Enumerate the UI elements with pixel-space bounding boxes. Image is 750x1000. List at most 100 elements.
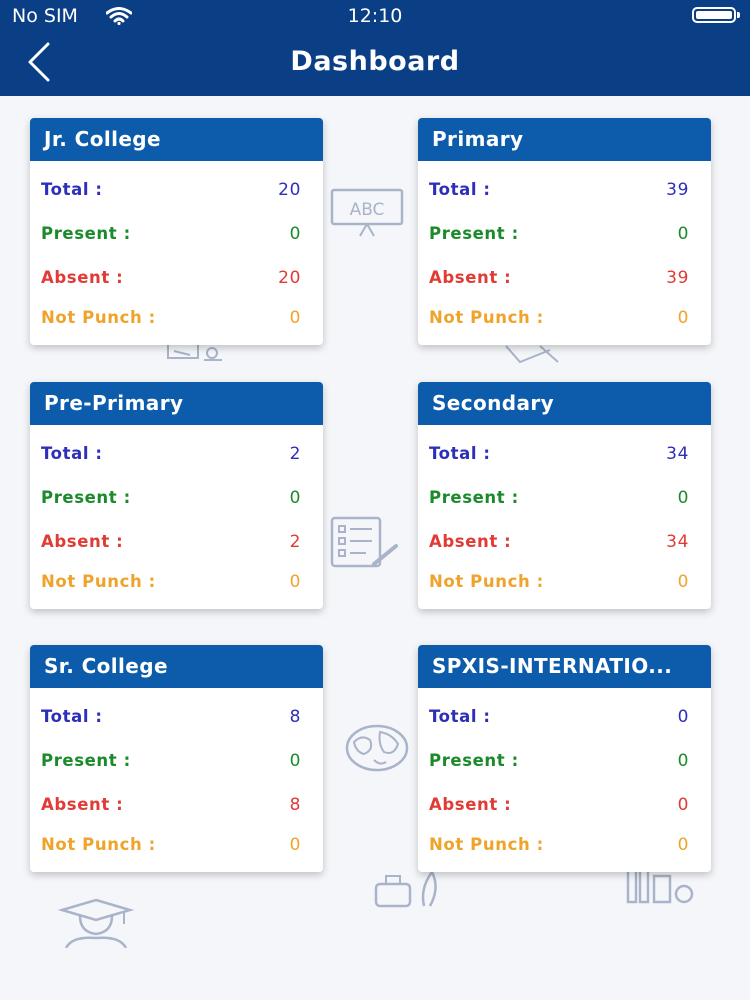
card-title: Pre-Primary — [30, 382, 323, 425]
card-title: Primary — [418, 118, 711, 161]
present-value: 0 — [677, 488, 689, 508]
not-punch-label: Not Punch : — [41, 835, 156, 854]
card-secondary[interactable]: Secondary Total : 34 Present : 0 Absent … — [418, 382, 711, 609]
not-punch-value: 0 — [677, 835, 689, 855]
present-label: Present : — [41, 488, 131, 507]
absent-label: Absent : — [429, 532, 512, 551]
total-label: Total : — [429, 707, 491, 726]
abc-board-icon: ABC — [330, 188, 404, 237]
present-row: Present : 0 — [41, 224, 301, 248]
present-label: Present : — [429, 224, 519, 243]
total-value: 39 — [666, 180, 689, 200]
total-row: Total : 20 — [41, 180, 301, 204]
card-title: Sr. College — [30, 645, 323, 688]
absent-row: Absent : 20 — [41, 268, 301, 292]
present-row: Present : 0 — [429, 751, 689, 775]
present-label: Present : — [429, 751, 519, 770]
absent-value: 2 — [289, 532, 301, 552]
total-value: 8 — [289, 707, 301, 727]
absent-row: Absent : 39 — [429, 268, 689, 292]
not-punch-row: Not Punch : 0 — [429, 572, 689, 596]
not-punch-label: Not Punch : — [429, 835, 544, 854]
ink-quill-icon — [374, 870, 437, 908]
desk-icon — [167, 344, 222, 361]
globe-icon — [345, 724, 409, 772]
present-label: Present : — [429, 488, 519, 507]
not-punch-value: 0 — [289, 835, 301, 855]
total-row: Total : 2 — [41, 444, 301, 468]
total-label: Total : — [429, 180, 491, 199]
total-row: Total : 39 — [429, 180, 689, 204]
present-label: Present : — [41, 751, 131, 770]
total-row: Total : 34 — [429, 444, 689, 468]
absent-row: Absent : 2 — [41, 532, 301, 556]
not-punch-row: Not Punch : 0 — [41, 572, 301, 596]
total-label: Total : — [41, 444, 103, 463]
card-title: Jr. College — [30, 118, 323, 161]
card-primary[interactable]: Primary Total : 39 Present : 0 Absent : … — [418, 118, 711, 345]
not-punch-value: 0 — [289, 308, 301, 328]
present-value: 0 — [289, 224, 301, 244]
total-value: 2 — [289, 444, 301, 464]
absent-value: 39 — [666, 268, 689, 288]
card-pre-primary[interactable]: Pre-Primary Total : 2 Present : 0 Absent… — [30, 382, 323, 609]
absent-row: Absent : 0 — [429, 795, 689, 819]
total-value: 0 — [677, 707, 689, 727]
total-row: Total : 0 — [429, 707, 689, 731]
pencil-icon — [505, 345, 559, 364]
not-punch-label: Not Punch : — [41, 572, 156, 591]
wifi-icon — [106, 7, 132, 25]
checklist-icon — [330, 516, 398, 568]
total-label: Total : — [429, 444, 491, 463]
absent-label: Absent : — [429, 268, 512, 287]
not-punch-row: Not Punch : 0 — [429, 835, 689, 859]
carrier-label: No SIM — [12, 5, 78, 27]
total-label: Total : — [41, 707, 103, 726]
not-punch-value: 0 — [289, 572, 301, 592]
present-value: 0 — [289, 751, 301, 771]
present-value: 0 — [677, 751, 689, 771]
absent-label: Absent : — [41, 532, 124, 551]
not-punch-label: Not Punch : — [41, 308, 156, 327]
card-title: Secondary — [418, 382, 711, 425]
status-time: 12:10 — [347, 5, 403, 27]
svg-text:ABC: ABC — [350, 200, 385, 220]
absent-value: 20 — [278, 268, 301, 288]
not-punch-row: Not Punch : 0 — [429, 308, 689, 332]
not-punch-value: 0 — [677, 572, 689, 592]
graduate-icon — [58, 898, 134, 948]
battery-icon — [692, 7, 740, 23]
absent-label: Absent : — [41, 795, 124, 814]
total-value: 34 — [666, 444, 689, 464]
card-jr-college[interactable]: Jr. College Total : 20 Present : 0 Absen… — [30, 118, 323, 345]
absent-value: 0 — [677, 795, 689, 815]
absent-value: 8 — [289, 795, 301, 815]
total-row: Total : 8 — [41, 707, 301, 731]
lab-tools-icon — [626, 866, 694, 904]
absent-row: Absent : 8 — [41, 795, 301, 819]
present-row: Present : 0 — [429, 224, 689, 248]
app-header: No SIM 12:10 Dashboard — [0, 0, 750, 96]
absent-value: 34 — [666, 532, 689, 552]
back-button[interactable] — [20, 40, 64, 84]
card-sr-college[interactable]: Sr. College Total : 8 Present : 0 Absent… — [30, 645, 323, 872]
present-value: 0 — [289, 488, 301, 508]
present-row: Present : 0 — [41, 751, 301, 775]
chevron-left-icon — [28, 42, 50, 82]
not-punch-label: Not Punch : — [429, 308, 544, 327]
total-value: 20 — [278, 180, 301, 200]
total-label: Total : — [41, 180, 103, 199]
absent-label: Absent : — [41, 268, 124, 287]
not-punch-row: Not Punch : 0 — [41, 835, 301, 859]
not-punch-row: Not Punch : 0 — [41, 308, 301, 332]
not-punch-label: Not Punch : — [429, 572, 544, 591]
card-title: SPXIS-INTERNATIO... — [418, 645, 711, 688]
page-title: Dashboard — [290, 46, 460, 77]
absent-row: Absent : 34 — [429, 532, 689, 556]
absent-label: Absent : — [429, 795, 512, 814]
present-label: Present : — [41, 224, 131, 243]
not-punch-value: 0 — [677, 308, 689, 328]
card-spxis-international[interactable]: SPXIS-INTERNATIO... Total : 0 Present : … — [418, 645, 711, 872]
status-bar: No SIM 12:10 — [0, 0, 750, 32]
present-row: Present : 0 — [429, 488, 689, 512]
